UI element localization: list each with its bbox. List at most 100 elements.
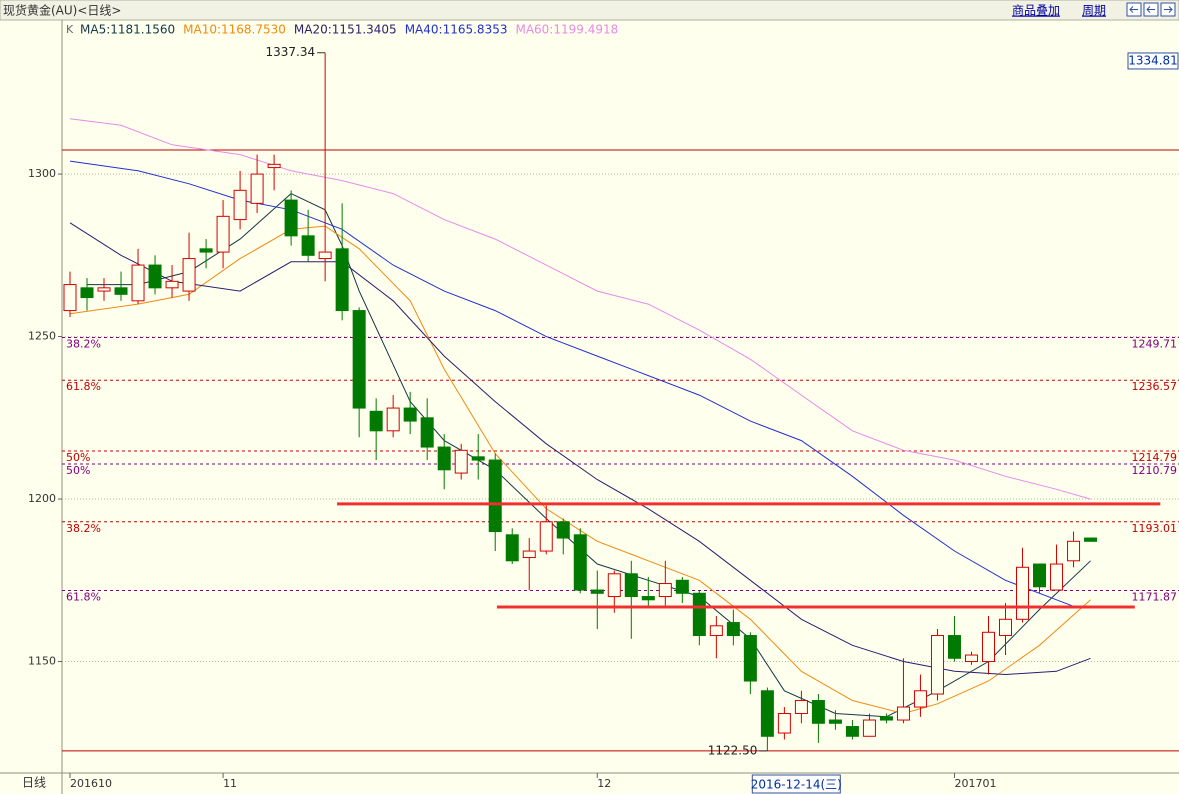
candle-body xyxy=(896,706,910,721)
legend-entry: MA40:1165.8353 xyxy=(405,23,508,37)
fib-value: 1210.79 xyxy=(1132,464,1178,477)
annotation: 1122.50 xyxy=(708,743,758,757)
candle-body xyxy=(148,264,162,289)
candle-body xyxy=(573,534,587,591)
period-button[interactable]: 周期 xyxy=(1082,4,1106,18)
x-axis-label: 日线 xyxy=(22,776,46,790)
candle-body xyxy=(1067,540,1081,562)
candle-body xyxy=(131,264,145,302)
candle-body xyxy=(760,690,774,737)
candle-body xyxy=(913,690,927,708)
fib-label: 61.8% xyxy=(66,380,101,393)
legend-entry: MA20:1151.3405 xyxy=(294,23,397,37)
candle-body xyxy=(556,521,570,539)
price-box-label: 1334.81 xyxy=(1128,53,1178,67)
candle-body xyxy=(267,163,281,169)
annotation: 1337.34 xyxy=(266,45,316,59)
candle-body xyxy=(63,284,77,312)
candle-body xyxy=(981,631,995,663)
candle-body xyxy=(114,287,128,295)
candle-body xyxy=(692,592,706,637)
fib-value: 1214.79 xyxy=(1132,451,1178,464)
candle-body xyxy=(216,215,230,253)
chart-title: 现货黄金(AU)<日线> xyxy=(3,3,121,18)
fib-label: 61.8% xyxy=(66,590,101,603)
candle-body xyxy=(437,446,451,471)
candle-body xyxy=(658,583,672,598)
candle-body xyxy=(811,700,825,724)
candle-body xyxy=(845,726,859,737)
candle-body xyxy=(505,534,519,562)
candle-body xyxy=(930,635,944,695)
x-tick-label: 12 xyxy=(597,777,611,790)
fib-label: 50% xyxy=(66,451,90,464)
y-tick-label: 1300 xyxy=(28,167,56,180)
candle-body xyxy=(1016,566,1030,620)
candle-body xyxy=(1033,563,1047,588)
price-box xyxy=(1127,52,1179,70)
candle-body xyxy=(590,589,604,594)
overlay-button[interactable]: 商品叠加 xyxy=(1012,3,1060,18)
nav-icon xyxy=(1129,6,1138,13)
candle-body xyxy=(607,573,621,598)
candle-body xyxy=(335,248,349,312)
legend-entry: MA5:1181.1560 xyxy=(80,23,175,37)
fib-value: 1236.57 xyxy=(1132,380,1178,393)
x-tick-label: 201701 xyxy=(954,777,996,790)
candle-body xyxy=(97,287,111,292)
candle-body xyxy=(80,287,94,299)
fib-value: 1249.71 xyxy=(1132,338,1178,351)
candle-body xyxy=(709,625,723,637)
nav-icon xyxy=(1146,6,1155,13)
candle-body xyxy=(199,248,213,253)
fib-value: 1193.01 xyxy=(1132,522,1178,535)
candle-body xyxy=(250,173,264,204)
candle-body xyxy=(947,635,961,659)
y-tick-label: 1250 xyxy=(28,330,56,343)
candle-body xyxy=(726,622,740,637)
title-bar xyxy=(0,0,1179,21)
cursor-label: 2016-12-14(三) xyxy=(751,778,842,792)
candle-body xyxy=(641,596,655,601)
candle-body xyxy=(828,719,842,724)
candle-body xyxy=(318,251,332,260)
candle-body xyxy=(403,407,417,422)
legend-entry: MA60:1199.4918 xyxy=(515,23,618,37)
candle-body xyxy=(301,235,315,256)
candle-body xyxy=(862,719,876,737)
candle-body xyxy=(386,407,400,432)
candle-body xyxy=(488,459,502,533)
fib-label: 50% xyxy=(66,464,90,477)
candle-body xyxy=(743,635,757,682)
candle-body xyxy=(624,573,638,598)
candle-body xyxy=(999,618,1013,637)
candle-body xyxy=(777,713,791,734)
nav-buttons[interactable] xyxy=(1126,2,1176,17)
candle-body xyxy=(352,310,366,409)
candle-body xyxy=(233,189,247,221)
y-tick-label: 1200 xyxy=(28,492,56,505)
fib-label: 38.2% xyxy=(66,522,101,535)
candle-body xyxy=(165,280,179,289)
candle-body xyxy=(420,417,434,448)
y-tick-label: 1150 xyxy=(28,655,56,668)
candle-body xyxy=(1084,537,1098,542)
fib-label: 38.2% xyxy=(66,338,101,351)
legend-entry: MA10:1168.7530 xyxy=(183,23,286,37)
candle-body xyxy=(369,410,383,432)
candle-body xyxy=(539,521,553,552)
candle-body xyxy=(522,550,536,559)
candle-body xyxy=(182,258,196,292)
candle-body xyxy=(454,449,468,474)
candle-body xyxy=(471,456,485,461)
legend-prefix: K xyxy=(66,23,74,36)
candle-body xyxy=(284,199,298,237)
nav-icon xyxy=(1164,6,1173,13)
candle-body xyxy=(1050,563,1064,591)
x-tick-label: 11 xyxy=(223,777,237,790)
candle-body xyxy=(794,700,808,715)
x-tick-label: 201610 xyxy=(70,777,112,790)
fib-value: 1171.87 xyxy=(1132,590,1178,603)
